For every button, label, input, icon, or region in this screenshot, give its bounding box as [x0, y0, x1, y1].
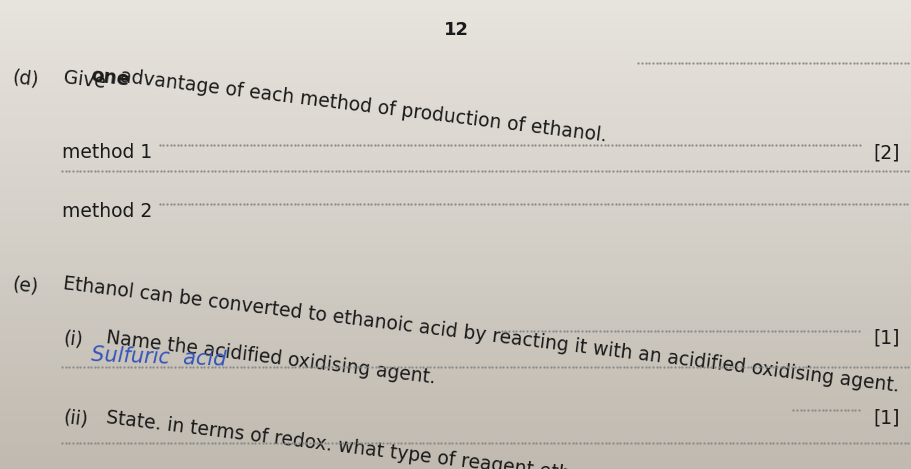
Text: (ii): (ii): [62, 408, 89, 430]
Text: method 2: method 2: [62, 202, 152, 221]
Text: (i): (i): [62, 328, 84, 349]
Text: [1]: [1]: [873, 328, 899, 348]
Text: method 1: method 1: [62, 143, 152, 162]
Text: State. in terms of redox. what type of reagent ethanol is in this reaction.: State. in terms of redox. what type of r…: [105, 408, 781, 469]
Text: one: one: [89, 67, 130, 90]
Text: [2]: [2]: [873, 143, 899, 162]
Text: advantage of each method of production of ethanol.: advantage of each method of production o…: [113, 66, 608, 145]
Text: Name the acidified oxidising agent.: Name the acidified oxidising agent.: [105, 328, 436, 387]
Text: Sulfuric  acid: Sulfuric acid: [91, 345, 227, 370]
Text: [1]: [1]: [873, 408, 899, 427]
Text: Give: Give: [62, 68, 112, 93]
Text: 12: 12: [443, 21, 468, 39]
Text: (d): (d): [11, 68, 39, 90]
Text: Ethanol can be converted to ethanoic acid by reacting it with an acidified oxidi: Ethanol can be converted to ethanoic aci…: [62, 274, 899, 396]
Text: (e): (e): [11, 274, 39, 296]
